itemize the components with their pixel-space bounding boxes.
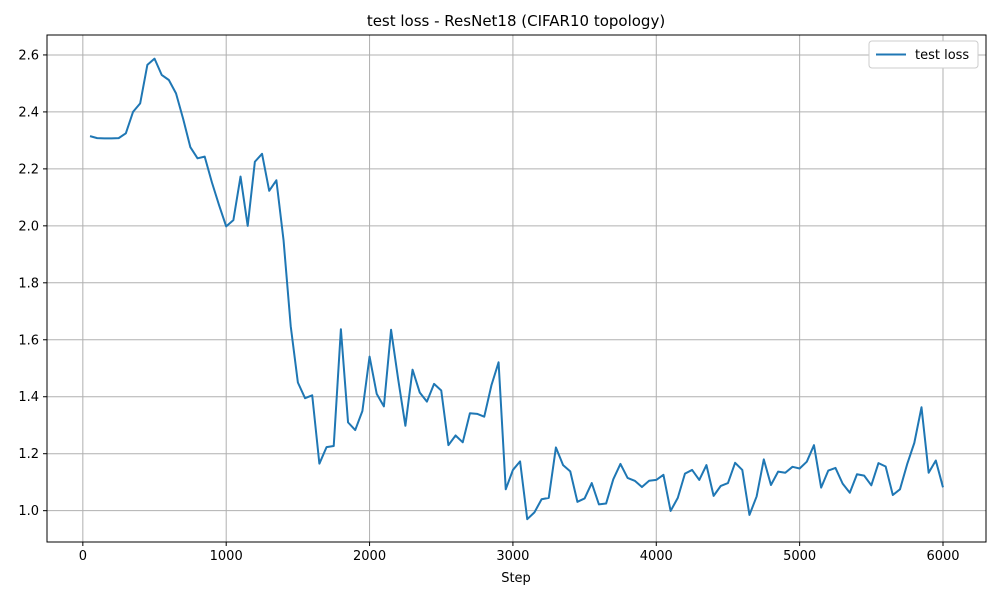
y-tick-label: 1.4: [18, 390, 39, 405]
x-tick-label: 0: [79, 549, 87, 564]
legend-label: test loss: [915, 48, 969, 63]
chart-title: test loss - ResNet18 (CIFAR10 topology): [367, 12, 665, 30]
x-tick-label: 2000: [353, 549, 386, 564]
y-tick-label: 1.8: [18, 276, 39, 291]
x-tick-label: 6000: [926, 549, 959, 564]
plot-frame: [46, 34, 987, 543]
y-tick-label: 1.6: [18, 333, 39, 348]
y-tick-label: 2.0: [18, 219, 39, 234]
x-axis: 0 1000 2000 3000 4000 5000 6000: [79, 542, 960, 564]
y-tick-label: 2.2: [18, 162, 39, 177]
series-line: [89, 57, 944, 521]
y-axis: 1.0 1.2 1.4 1.6 1.8 2.0 2.2 2.4 2.6: [18, 48, 47, 519]
y-tick-label: 2.6: [18, 48, 39, 63]
legend-box: [868, 40, 979, 69]
legend: test loss: [868, 40, 979, 69]
series-layer: [89, 57, 944, 521]
x-tick-label: 3000: [496, 549, 529, 564]
y-tick-label: 1.2: [18, 447, 39, 462]
x-axis-title: Step: [501, 571, 531, 586]
x-tick-label: 1000: [210, 549, 243, 564]
y-tick-label: 2.4: [18, 105, 39, 120]
grid: [47, 35, 986, 542]
x-tick-label: 5000: [783, 549, 816, 564]
plot-area: 0 1000 2000 3000 4000 5000 6000 1.01.21.41.61.…: [18, 34, 987, 564]
x-tick-label: 4000: [640, 549, 673, 564]
y-tick-label: 1.0: [18, 504, 39, 519]
